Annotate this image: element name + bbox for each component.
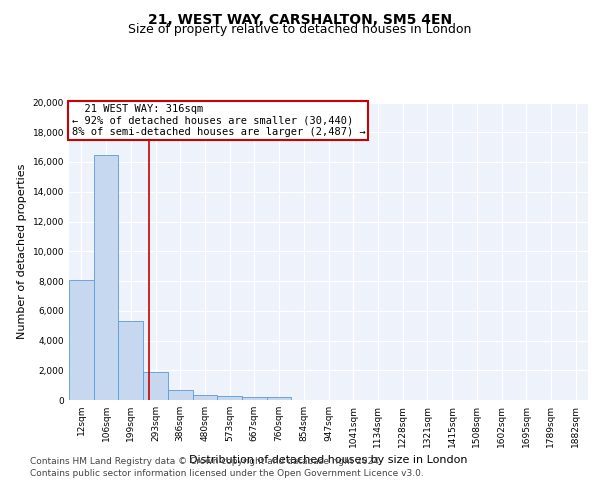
Bar — [242, 396, 267, 400]
Bar — [118, 321, 143, 400]
Y-axis label: Number of detached properties: Number of detached properties — [17, 164, 27, 339]
Bar — [267, 397, 292, 400]
Bar — [94, 154, 118, 400]
Text: Contains HM Land Registry data © Crown copyright and database right 2024.: Contains HM Land Registry data © Crown c… — [30, 458, 382, 466]
Bar — [193, 395, 217, 400]
Text: Contains public sector information licensed under the Open Government Licence v3: Contains public sector information licen… — [30, 468, 424, 477]
Text: Size of property relative to detached houses in London: Size of property relative to detached ho… — [128, 22, 472, 36]
Bar — [168, 390, 193, 400]
X-axis label: Distribution of detached houses by size in London: Distribution of detached houses by size … — [189, 456, 468, 466]
Bar — [143, 372, 168, 400]
Bar — [217, 396, 242, 400]
Text: 21 WEST WAY: 316sqm
← 92% of detached houses are smaller (30,440)
8% of semi-det: 21 WEST WAY: 316sqm ← 92% of detached ho… — [71, 104, 365, 137]
Text: 21, WEST WAY, CARSHALTON, SM5 4EN: 21, WEST WAY, CARSHALTON, SM5 4EN — [148, 12, 452, 26]
Bar — [69, 280, 94, 400]
